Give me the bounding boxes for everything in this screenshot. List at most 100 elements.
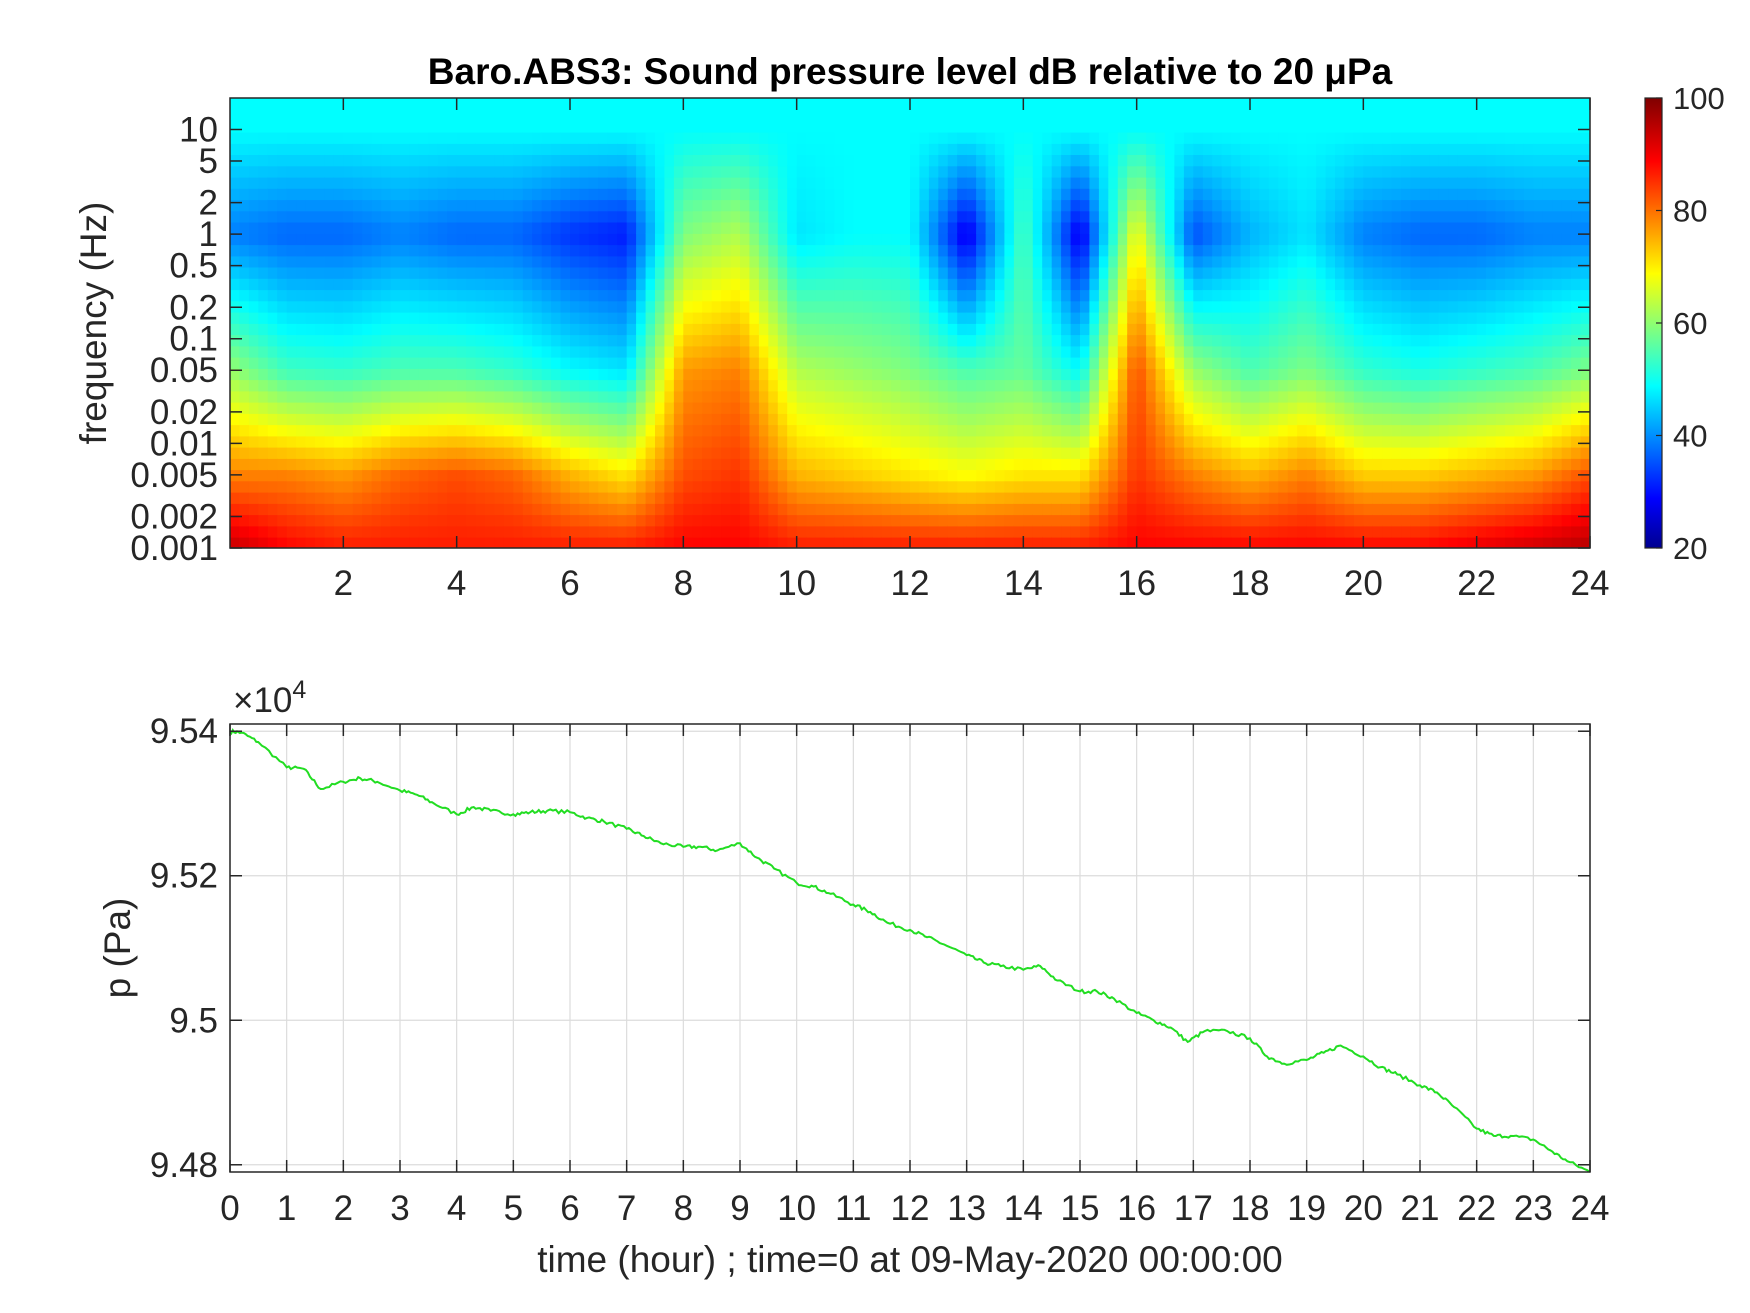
spectrogram-cell: [333, 503, 345, 516]
spectrogram-cell: [1240, 469, 1251, 482]
spectrogram-cell: [1297, 176, 1308, 189]
spectrogram-cell: [1136, 233, 1147, 246]
spectrogram-cell: [702, 401, 713, 414]
spectrogram-cell: [1061, 176, 1072, 189]
spectrogram-cell: [296, 143, 307, 155]
spectrogram-cell: [1165, 379, 1176, 392]
spectrogram-cell: [551, 143, 562, 155]
spectrogram-cell: [928, 323, 940, 336]
spectrogram-cell: [815, 435, 826, 448]
spectrogram-cell: [1259, 300, 1270, 313]
spectrogram-cell: [1183, 289, 1195, 302]
spectrogram-cell: [740, 491, 751, 504]
spectrogram-cell: [655, 311, 666, 324]
spectrogram-cell: [570, 469, 581, 482]
spectrogram-cell: [560, 165, 571, 178]
spectrogram-cell: [381, 154, 392, 167]
spectrogram-cell: [1240, 165, 1251, 178]
spectrogram-cell: [239, 244, 250, 257]
spectrogram-cell: [843, 98, 855, 110]
spectrogram-cell: [409, 446, 420, 459]
spectrogram-cell: [1051, 446, 1062, 459]
spectrogram-cell: [1013, 289, 1025, 302]
spectrogram-cell: [1278, 244, 1289, 257]
spectrogram-cell: [1127, 480, 1138, 493]
spectrogram-cell: [1108, 188, 1119, 201]
spectrogram-cell: [900, 109, 911, 122]
spectrogram-cell: [617, 233, 628, 246]
spectrogram-cell: [315, 480, 326, 493]
spectrogram-cell: [494, 514, 505, 527]
spectrogram-cell: [1032, 255, 1043, 268]
spectrogram-cell: [1240, 199, 1251, 212]
spectrogram-cell: [919, 221, 930, 234]
spectrogram-cell: [305, 458, 316, 471]
spectrogram-cell: [286, 368, 297, 381]
spectrogram-cell: [560, 120, 571, 133]
spectrogram-cell: [522, 413, 533, 426]
spectrogram-cell: [721, 289, 732, 302]
spectrogram-cell: [1051, 233, 1062, 246]
spectrogram-cell: [560, 109, 571, 122]
spectrogram-cell: [475, 323, 486, 336]
spectrogram-cell: [1202, 244, 1213, 257]
spectrogram-cell: [560, 233, 571, 246]
spectrogram-cell: [1089, 458, 1100, 471]
spectrogram-cell: [758, 278, 770, 291]
spectrogram-cell: [947, 233, 958, 246]
spectrogram-cell: [381, 435, 392, 448]
spectrogram-cell: [1193, 356, 1204, 369]
spectrogram-cell: [787, 334, 798, 347]
spectrogram-cell: [607, 401, 618, 414]
spectrogram-cell: [777, 289, 788, 302]
spectrogram-cell: [409, 188, 420, 201]
spectrogram-cell: [721, 368, 732, 381]
spectrogram-cell: [928, 491, 940, 504]
spectrogram-cell: [1325, 323, 1336, 336]
spectrogram-cell: [1004, 266, 1015, 279]
spectrogram-cell: [1183, 244, 1195, 257]
spectrogram-cell: [230, 199, 241, 212]
spectrogram-cell: [721, 323, 732, 336]
spectrogram-cell: [1023, 266, 1034, 279]
spectrogram-cell: [230, 176, 241, 189]
spectrogram-cell: [239, 345, 250, 358]
spectrogram-cell: [286, 514, 297, 527]
spectrogram-cell: [815, 379, 826, 392]
spectrogram-cell: [928, 210, 940, 223]
spectrogram-cell: [607, 266, 618, 279]
spectrogram-cell: [768, 379, 779, 392]
spectrogram-cell: [1202, 98, 1213, 110]
spectrogram-cell: [938, 435, 949, 448]
spectrogram-cell: [1250, 109, 1261, 122]
spectrogram-cell: [1382, 446, 1393, 459]
spectrogram-cell: [1268, 131, 1280, 144]
spectrogram-cell: [1240, 210, 1251, 223]
spectrogram-cell: [758, 143, 770, 155]
spectrogram-cell: [626, 458, 637, 471]
spectrogram-cell: [966, 379, 977, 392]
spectrogram-cell: [1193, 109, 1204, 122]
spectrogram-cell: [485, 525, 496, 538]
spectrogram-cell: [381, 98, 392, 110]
spectrogram-cell: [532, 311, 543, 324]
spectrogram-cell: [919, 120, 930, 133]
spectrogram-cell: [551, 503, 562, 516]
spectrogram-cell: [570, 458, 581, 471]
spectrogram-cell: [1061, 435, 1072, 448]
spectrogram-cell: [343, 413, 354, 426]
spectrogram-cell: [664, 266, 675, 279]
spectrogram-cell: [456, 244, 467, 257]
spectrogram-cell: [626, 491, 637, 504]
spectrogram-cell: [740, 221, 751, 234]
spectrogram-cell: [315, 109, 326, 122]
spectrogram-cell: [843, 536, 855, 548]
spectrogram-cell: [503, 514, 515, 527]
spectrogram-cell: [286, 199, 297, 212]
spectrogram-cell: [862, 458, 873, 471]
spectrogram-cell: [881, 120, 892, 133]
spectrogram-cell: [862, 109, 873, 122]
spectrogram-cell: [1051, 210, 1062, 223]
spectrogram-cell: [891, 244, 902, 257]
spectrogram-cell: [485, 143, 496, 155]
